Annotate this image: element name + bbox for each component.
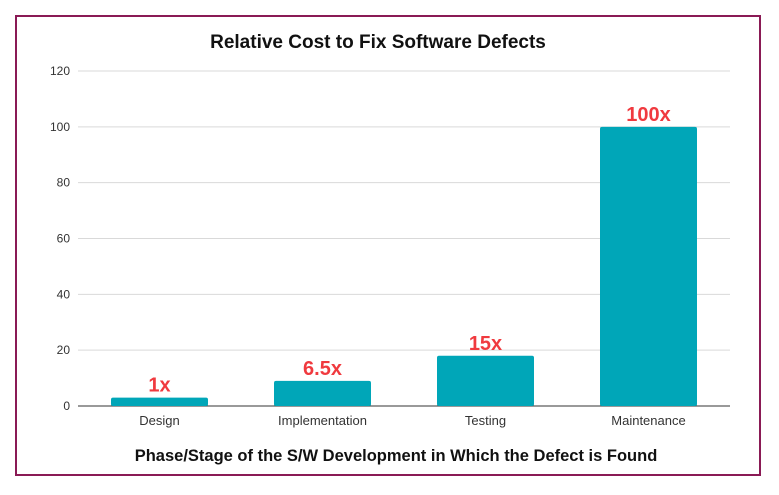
chart-title: Relative Cost to Fix Software Defects [210,32,546,53]
y-tick-label: 60 [57,232,71,246]
y-tick-label: 80 [57,176,71,190]
x-axis-label: Phase/Stage of the S/W Development in Wh… [135,447,658,465]
x-tick-label: Implementation [278,413,367,428]
y-tick-label: 120 [50,64,70,78]
data-label: 1x [148,375,170,397]
chart-frame [15,15,761,476]
data-label: 15x [469,333,502,355]
data-label: 100x [626,104,671,126]
y-tick-label: 20 [57,343,71,357]
y-tick-label: 0 [63,399,70,413]
bar-implementation [274,380,371,406]
x-tick-label: Design [139,413,179,428]
y-tick-label: 100 [50,120,70,134]
data-label: 6.5x [303,358,342,380]
x-tick-label: Maintenance [611,413,685,428]
bar-design [111,397,208,406]
y-tick-label: 40 [57,287,71,301]
x-tick-label: Testing [465,413,506,428]
bar-testing [437,355,534,406]
bar-maintenance [600,126,697,406]
